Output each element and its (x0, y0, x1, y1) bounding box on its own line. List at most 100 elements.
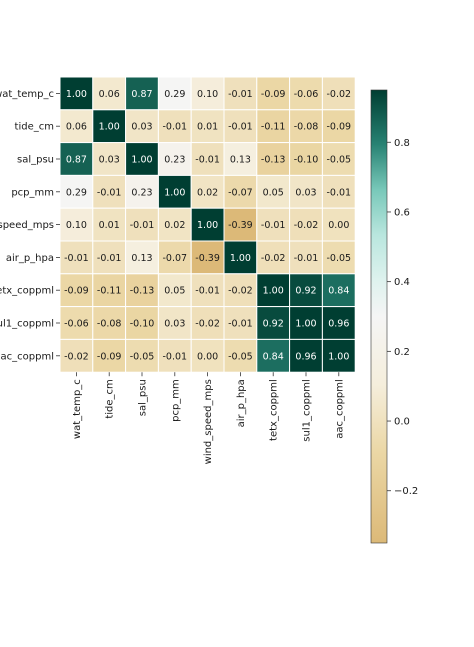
cell-value-label: -0.08 (97, 319, 122, 330)
heatmap-cell (157, 142, 192, 176)
heatmap-cell (289, 76, 323, 111)
cell-value-label: 0.13 (230, 155, 251, 166)
heatmap-cell (59, 142, 94, 176)
cell-value-label: 0.06 (99, 89, 120, 100)
heatmap-cell (256, 338, 291, 373)
y-tick-label: sul1_coppml (0, 319, 54, 330)
heatmap-cell (321, 338, 356, 373)
cell-value-label: 0.05 (164, 286, 185, 297)
colorbar-tick-label: 0.6 (394, 207, 410, 218)
cell-value-label: 0.03 (164, 319, 185, 330)
cell-value-label: -0.05 (130, 351, 155, 362)
heatmap-cell (157, 240, 192, 275)
cell-value-label: -0.06 (294, 89, 319, 100)
heatmap-cell (92, 338, 127, 373)
colorbar: −0.2 0.0 0.2 0.4 0.6 0.8 (370, 89, 418, 544)
colorbar-gradient (370, 89, 388, 544)
heatmap-cell (190, 240, 225, 275)
heatmap-cell (125, 240, 159, 275)
cell-value-label: 0.06 (66, 122, 87, 133)
heatmap-cell (125, 142, 159, 176)
cell-value-label: 0.10 (197, 89, 218, 100)
cell-value-label: 0.02 (164, 220, 185, 231)
heatmap-cells: 1.00 0.06 0.87 0.29 0.10 -0.01 -0.09 -0.06 -0.02… (59, 76, 356, 373)
heatmap-cell (321, 174, 356, 209)
cell-value-label: 1.00 (99, 122, 120, 133)
heatmap-cell (289, 240, 323, 275)
y-tick-label: pcp_mm (11, 187, 54, 198)
cell-value-label: 1.00 (295, 319, 316, 330)
heatmap-cell (157, 338, 192, 373)
cell-value-label: -0.02 (327, 89, 352, 100)
cell-value-label: -0.01 (195, 286, 220, 297)
cell-value-label: -0.01 (195, 155, 220, 166)
cell-value-label: -0.13 (261, 155, 286, 166)
y-tick-label: wind_speed_mps (0, 220, 54, 231)
cell-value-label: 0.13 (131, 253, 152, 264)
cell-value-label: -0.01 (64, 253, 89, 264)
cell-value-label: 1.00 (263, 286, 284, 297)
x-axis: wat_temp_c tide_cm sal_psu pcp_mm wind_speed… (72, 372, 345, 464)
cell-value-label: -0.02 (261, 253, 286, 264)
cell-value-label: -0.13 (130, 286, 155, 297)
x-tick-label: sal_psu (138, 379, 149, 416)
cell-value-label: -0.10 (294, 155, 319, 166)
cell-value-label: -0.01 (97, 253, 122, 264)
heatmap-cell (256, 273, 291, 308)
cell-value-label: 0.02 (197, 187, 218, 198)
cell-value-label: 0.29 (164, 89, 185, 100)
heatmap-cell (125, 338, 159, 373)
heatmap-cell (223, 240, 258, 275)
cell-value-label: 0.00 (197, 351, 218, 362)
colorbar-tick-label: 0.2 (394, 347, 410, 358)
cell-value-label: -0.02 (228, 286, 253, 297)
cell-value-label: -0.05 (327, 155, 352, 166)
heatmap-cell (59, 207, 94, 242)
cell-value-label: -0.05 (327, 253, 352, 264)
cell-value-label: -0.01 (228, 122, 253, 133)
y-tick-label: tide_cm (15, 122, 54, 133)
cell-value-label: -0.07 (228, 187, 253, 198)
cell-value-label: -0.01 (163, 351, 188, 362)
cell-value-label: -0.01 (261, 220, 286, 231)
cell-value-label: -0.39 (228, 220, 253, 231)
cell-value-label: 0.03 (295, 187, 316, 198)
heatmap-cell (125, 109, 159, 144)
heatmap-cell (92, 240, 127, 275)
cell-value-label: -0.01 (130, 220, 155, 231)
x-tick-label: aac_coppml (334, 379, 345, 439)
cell-value-label: 1.00 (131, 155, 152, 166)
y-tick-label: aac_coppml (0, 351, 54, 362)
cell-value-label: 0.05 (263, 187, 284, 198)
y-tick-label: air_p_hpa (6, 253, 54, 264)
x-tick-label: pcp_mm (170, 379, 181, 422)
cell-value-label: -0.09 (97, 351, 122, 362)
heatmap-cell (59, 306, 94, 340)
heatmap-cell (321, 207, 356, 242)
cell-value-label: 0.01 (99, 220, 120, 231)
heatmap-cell (190, 109, 225, 144)
heatmap-cell (223, 207, 258, 242)
x-tick-label: air_p_hpa (236, 379, 247, 427)
heatmap-cell (321, 142, 356, 176)
cell-value-label: 0.87 (131, 89, 152, 100)
colorbar-tick-label: −0.2 (394, 486, 418, 497)
cell-value-label: -0.01 (228, 319, 253, 330)
cell-value-label: -0.01 (294, 253, 319, 264)
x-tick-label: tide_cm (105, 379, 116, 418)
cell-value-label: 0.00 (328, 220, 349, 231)
colorbar-tick-label: 0.0 (394, 417, 410, 428)
heatmap-cell (256, 109, 291, 144)
heatmap-cell (92, 273, 127, 308)
x-tick-label: sul1_coppml (302, 379, 313, 442)
cell-value-label: -0.10 (130, 319, 155, 330)
colorbar-tick-label: 0.8 (394, 138, 410, 149)
x-tick-label: wind_speed_mps (203, 379, 214, 464)
heatmap-cell (223, 306, 258, 340)
cell-value-label: 1.00 (328, 351, 349, 362)
heatmap-cell (157, 174, 192, 209)
x-tick-label: wat_temp_c (72, 379, 83, 439)
heatmap-cell (321, 109, 356, 144)
cell-value-label: -0.02 (64, 351, 89, 362)
cell-value-label: -0.39 (195, 253, 220, 264)
